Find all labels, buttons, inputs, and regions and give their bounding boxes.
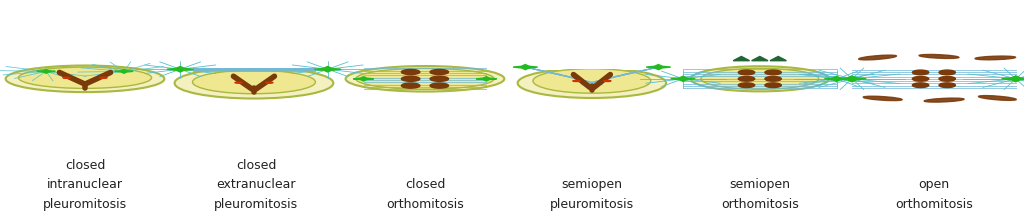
Ellipse shape bbox=[1012, 78, 1019, 79]
Polygon shape bbox=[770, 56, 786, 61]
Ellipse shape bbox=[604, 80, 610, 82]
Ellipse shape bbox=[234, 82, 242, 83]
Polygon shape bbox=[115, 69, 133, 73]
Ellipse shape bbox=[6, 66, 164, 92]
Ellipse shape bbox=[738, 70, 755, 75]
Ellipse shape bbox=[738, 83, 755, 88]
Ellipse shape bbox=[912, 83, 929, 88]
Ellipse shape bbox=[44, 71, 48, 72]
Text: open
orthomitosis: open orthomitosis bbox=[895, 178, 973, 211]
Text: closed
orthomitosis: closed orthomitosis bbox=[386, 178, 464, 211]
Ellipse shape bbox=[430, 76, 449, 81]
Ellipse shape bbox=[122, 71, 126, 72]
Ellipse shape bbox=[355, 68, 494, 89]
Ellipse shape bbox=[979, 96, 1016, 100]
Ellipse shape bbox=[690, 66, 829, 91]
Polygon shape bbox=[838, 76, 866, 82]
Ellipse shape bbox=[975, 56, 1016, 60]
Polygon shape bbox=[513, 65, 538, 70]
Ellipse shape bbox=[532, 69, 651, 93]
Text: semiopen
pleuromitosis: semiopen pleuromitosis bbox=[550, 178, 634, 211]
Ellipse shape bbox=[849, 78, 856, 79]
Ellipse shape bbox=[859, 55, 896, 60]
Text: semiopen
orthomitosis: semiopen orthomitosis bbox=[721, 178, 799, 211]
Ellipse shape bbox=[430, 69, 449, 75]
Ellipse shape bbox=[360, 78, 367, 79]
Polygon shape bbox=[314, 66, 341, 72]
Ellipse shape bbox=[266, 82, 272, 83]
Ellipse shape bbox=[63, 77, 70, 78]
Ellipse shape bbox=[401, 76, 420, 81]
Polygon shape bbox=[1001, 76, 1024, 82]
Ellipse shape bbox=[925, 98, 964, 102]
Ellipse shape bbox=[325, 69, 331, 70]
FancyBboxPatch shape bbox=[520, 56, 664, 69]
Ellipse shape bbox=[401, 69, 420, 75]
Ellipse shape bbox=[920, 55, 958, 58]
Ellipse shape bbox=[863, 96, 902, 101]
Ellipse shape bbox=[18, 67, 152, 88]
Polygon shape bbox=[476, 77, 497, 81]
Ellipse shape bbox=[939, 83, 955, 88]
Ellipse shape bbox=[939, 70, 955, 75]
Ellipse shape bbox=[174, 68, 334, 98]
Ellipse shape bbox=[765, 70, 781, 75]
Ellipse shape bbox=[483, 78, 489, 79]
Polygon shape bbox=[646, 65, 671, 70]
Ellipse shape bbox=[430, 83, 449, 88]
Polygon shape bbox=[167, 66, 194, 72]
Text: closed
extranuclear
pleuromitosis: closed extranuclear pleuromitosis bbox=[214, 159, 298, 211]
Polygon shape bbox=[37, 69, 55, 73]
FancyBboxPatch shape bbox=[162, 53, 346, 70]
FancyBboxPatch shape bbox=[510, 53, 674, 70]
Ellipse shape bbox=[912, 76, 929, 81]
Ellipse shape bbox=[834, 78, 840, 79]
Polygon shape bbox=[733, 56, 750, 61]
Ellipse shape bbox=[765, 83, 781, 88]
Polygon shape bbox=[671, 76, 695, 81]
Ellipse shape bbox=[517, 68, 666, 98]
Ellipse shape bbox=[573, 80, 580, 82]
Ellipse shape bbox=[522, 66, 528, 68]
FancyBboxPatch shape bbox=[182, 59, 326, 71]
Ellipse shape bbox=[939, 76, 955, 81]
Ellipse shape bbox=[765, 76, 781, 81]
Ellipse shape bbox=[655, 66, 662, 68]
Ellipse shape bbox=[738, 76, 755, 81]
Ellipse shape bbox=[177, 69, 183, 70]
Ellipse shape bbox=[700, 68, 819, 89]
Ellipse shape bbox=[401, 83, 420, 88]
Ellipse shape bbox=[912, 70, 929, 75]
Ellipse shape bbox=[100, 77, 108, 78]
Text: closed
intranuclear
pleuromitosis: closed intranuclear pleuromitosis bbox=[43, 159, 127, 211]
Ellipse shape bbox=[345, 66, 504, 92]
Ellipse shape bbox=[680, 78, 686, 79]
Ellipse shape bbox=[193, 70, 315, 94]
Polygon shape bbox=[752, 56, 768, 61]
Polygon shape bbox=[824, 76, 849, 81]
Polygon shape bbox=[353, 77, 374, 81]
